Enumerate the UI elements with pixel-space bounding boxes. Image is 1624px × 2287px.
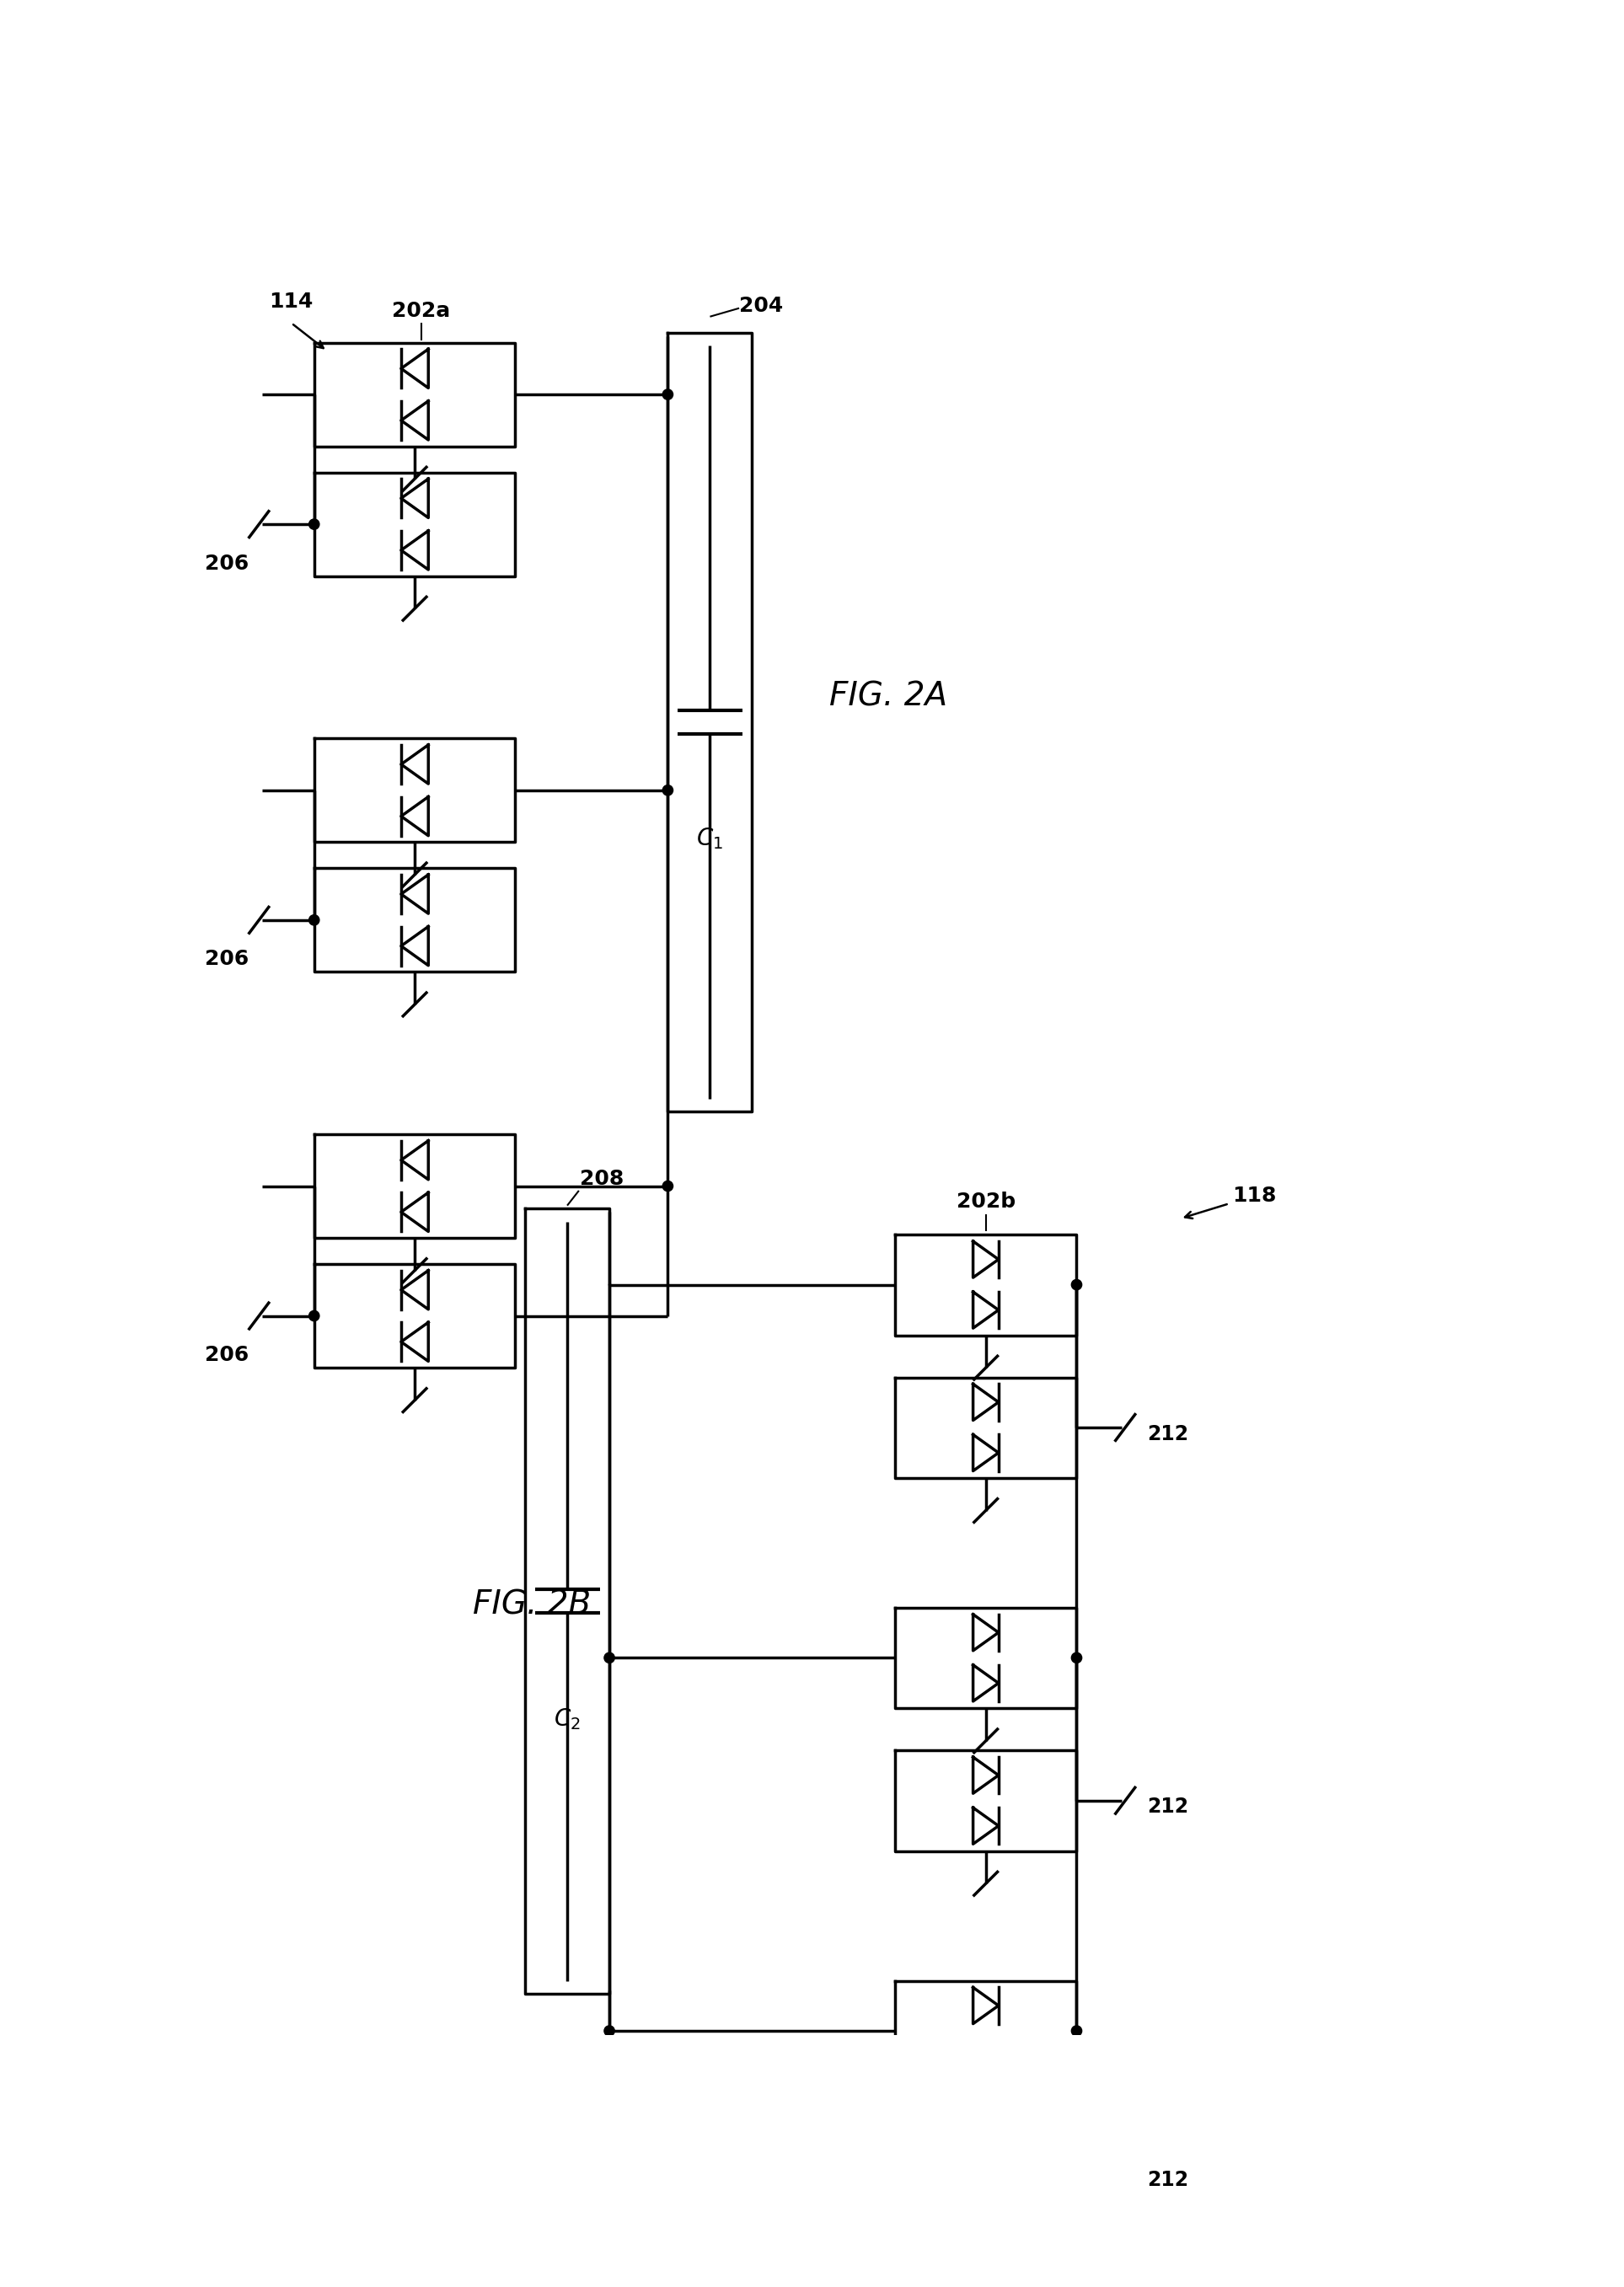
- Circle shape: [309, 1310, 320, 1322]
- Text: FIG. 2B: FIG. 2B: [473, 1589, 591, 1621]
- Text: 114: 114: [268, 293, 313, 311]
- Circle shape: [604, 2026, 614, 2035]
- Text: FIG. 2A: FIG. 2A: [830, 679, 947, 711]
- Text: 206: 206: [205, 1345, 248, 1365]
- Text: 212: 212: [1147, 2170, 1189, 2191]
- Text: 202b: 202b: [957, 1192, 1015, 1212]
- Circle shape: [309, 915, 320, 926]
- Text: $C_1$: $C_1$: [697, 826, 723, 851]
- Circle shape: [604, 1654, 614, 1663]
- Circle shape: [663, 389, 672, 400]
- Circle shape: [663, 784, 672, 796]
- Text: $C_2$: $C_2$: [554, 1706, 581, 1731]
- Text: 212: 212: [1147, 1798, 1189, 1818]
- Text: 206: 206: [205, 553, 248, 574]
- Circle shape: [1072, 1654, 1082, 1663]
- Text: 118: 118: [1233, 1185, 1276, 1205]
- Text: 206: 206: [205, 949, 248, 970]
- Text: 204: 204: [739, 295, 783, 316]
- Circle shape: [663, 1180, 672, 1192]
- Text: 202a: 202a: [391, 302, 450, 320]
- Text: 212: 212: [1147, 1425, 1189, 1443]
- Text: 208: 208: [580, 1169, 624, 1189]
- Circle shape: [309, 519, 320, 528]
- Circle shape: [1072, 1278, 1082, 1290]
- Circle shape: [1072, 2026, 1082, 2035]
